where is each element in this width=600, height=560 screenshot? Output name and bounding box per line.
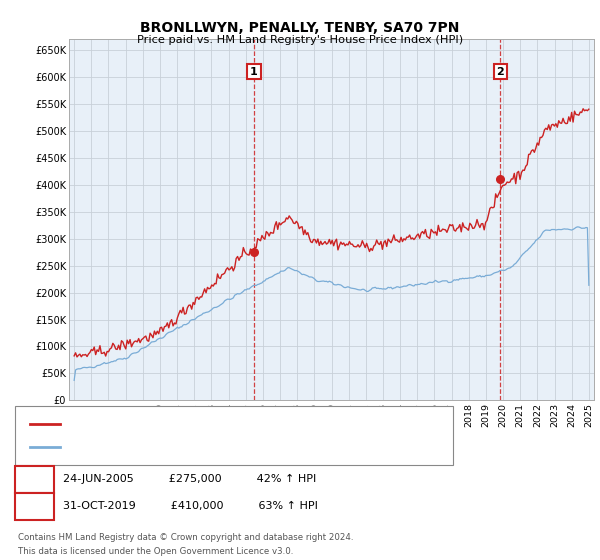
Text: HPI: Average price, detached house, Pembrokeshire: HPI: Average price, detached house, Pemb…	[66, 442, 336, 452]
Text: Contains HM Land Registry data © Crown copyright and database right 2024.: Contains HM Land Registry data © Crown c…	[18, 533, 353, 542]
Text: 1: 1	[250, 67, 258, 77]
Text: 24-JUN-2005          £275,000          42% ↑ HPI: 24-JUN-2005 £275,000 42% ↑ HPI	[63, 474, 316, 484]
Text: 31-OCT-2019          £410,000          63% ↑ HPI: 31-OCT-2019 £410,000 63% ↑ HPI	[63, 501, 318, 511]
Text: BRONLLWYN, PENALLY, TENBY, SA70 7PN (detached house): BRONLLWYN, PENALLY, TENBY, SA70 7PN (det…	[66, 419, 374, 429]
Text: This data is licensed under the Open Government Licence v3.0.: This data is licensed under the Open Gov…	[18, 547, 293, 556]
Text: 1: 1	[30, 473, 38, 486]
Text: 2: 2	[30, 500, 38, 513]
Text: BRONLLWYN, PENALLY, TENBY, SA70 7PN: BRONLLWYN, PENALLY, TENBY, SA70 7PN	[140, 21, 460, 35]
Text: Price paid vs. HM Land Registry's House Price Index (HPI): Price paid vs. HM Land Registry's House …	[137, 35, 463, 45]
Text: 2: 2	[496, 67, 504, 77]
